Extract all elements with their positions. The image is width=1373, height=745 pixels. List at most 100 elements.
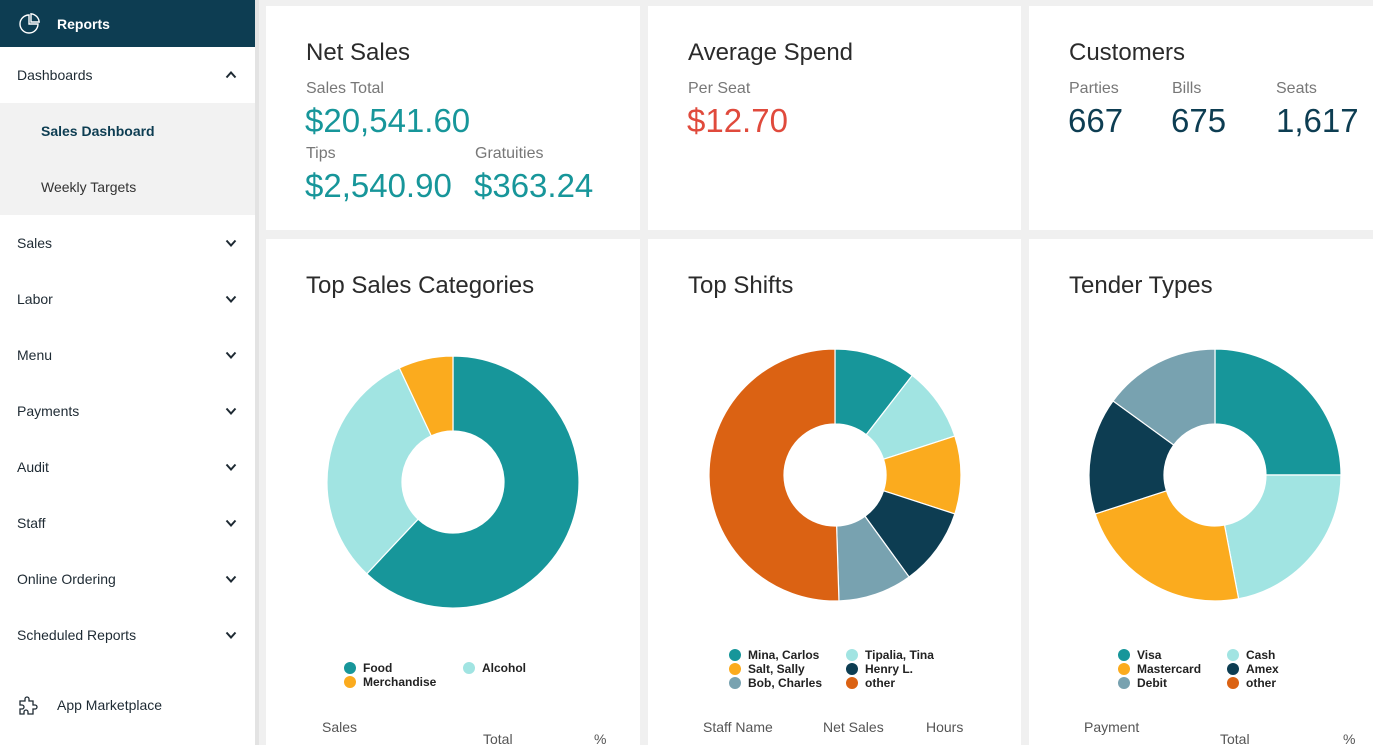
legend-dot [846, 663, 858, 675]
legend-label: Tipalia, Tina [865, 648, 934, 662]
legend-item: Tipalia, Tina [846, 648, 934, 662]
nav-item-label: Audit [17, 459, 49, 475]
column-header: Payment [1084, 719, 1140, 735]
nav-payments[interactable]: Payments [0, 383, 255, 439]
legend-label: Bob, Charles [748, 676, 823, 690]
legend-dot [344, 662, 356, 674]
per-seat-value: $12.70 [687, 102, 788, 139]
legend-item: Henry L. [846, 662, 913, 676]
legend-label: Merchandise [363, 675, 437, 689]
nav-item-label: Menu [17, 347, 53, 363]
bills-value: 675 [1171, 102, 1227, 139]
column-header: Staff Name [703, 719, 773, 735]
chevron-down-icon [225, 461, 237, 473]
nav-item-label: Online Ordering [17, 571, 116, 587]
top-shifts-donut [708, 348, 962, 602]
parties-label: Parties [1069, 80, 1119, 97]
seats-label: Seats [1276, 80, 1317, 97]
nav-item-label: Labor [17, 291, 53, 307]
slice-visa[interactable] [1214, 348, 1342, 476]
net-sales-title: Net Sales [306, 39, 411, 66]
chevron-up-icon [225, 69, 237, 81]
sales-total-value: $20,541.60 [305, 102, 471, 139]
legend-dot [846, 677, 858, 689]
reports-title: Reports [57, 15, 110, 32]
legend-item: Merchandise [344, 675, 436, 689]
legend-label: Alcohol [482, 661, 526, 675]
sales-total-label: Sales Total [306, 80, 384, 97]
chevron-down-icon [225, 573, 237, 585]
slice-other[interactable] [708, 348, 840, 602]
slice-alcohol[interactable] [326, 367, 433, 575]
legend-item: Bob, Charles [729, 676, 822, 690]
column-header: Sales [322, 719, 358, 735]
legend-label: Mastercard [1137, 662, 1202, 676]
legend-item: Visa [1118, 648, 1161, 662]
nav-dashboards[interactable]: Dashboards [0, 47, 255, 103]
chevron-down-icon [225, 293, 237, 305]
chevron-down-icon [225, 629, 237, 641]
slice-food[interactable] [365, 355, 580, 609]
legend-label: other [1246, 676, 1276, 690]
sidebar-header[interactable]: Reports [0, 0, 255, 47]
slice-cash[interactable] [1223, 474, 1342, 600]
tips-value: $2,540.90 [305, 167, 452, 204]
legend-label: Henry L. [865, 662, 914, 676]
legend-item: other [846, 676, 895, 690]
legend-dot [344, 676, 356, 688]
slice-mastercard[interactable] [1094, 490, 1240, 602]
legend-label: Cash [1246, 648, 1276, 662]
legend-label: other [865, 676, 895, 690]
parties-value: 667 [1068, 102, 1124, 139]
legend-dot [1118, 663, 1130, 675]
legend-dot [1227, 677, 1239, 689]
seats-value: 1,617 [1276, 102, 1359, 139]
slice-merchandise[interactable] [398, 355, 454, 437]
legend-dot [463, 662, 475, 674]
sidebar-divider [255, 0, 259, 745]
nav-sales[interactable]: Sales [0, 215, 255, 271]
app-marketplace-label: App Marketplace [57, 697, 163, 713]
column-header: Total [1220, 731, 1250, 745]
sidebar: Reports Dashboards Sales Dashboard Weekl… [0, 0, 255, 745]
column-header: Hours [926, 719, 964, 735]
legend-label: Mina, Carlos [748, 648, 820, 662]
net-sales-card: Net Sales Sales Total $20,541.60 Tips $2… [266, 6, 640, 230]
chevron-down-icon [225, 517, 237, 529]
legend-item: Food [344, 661, 392, 675]
slice-debit[interactable] [1112, 348, 1216, 446]
nav-menu[interactable]: Menu [0, 327, 255, 383]
nav-staff[interactable]: Staff [0, 495, 255, 551]
top-sales-categories-card: Top Sales Categories Food Alcohol Mercha… [266, 239, 640, 745]
legend-item: Mina, Carlos [729, 648, 819, 662]
legend-dot [1118, 677, 1130, 689]
bills-label: Bills [1172, 80, 1202, 97]
customers-card: Customers Parties 667 Bills 675 Seats 1,… [1029, 6, 1373, 230]
chevron-down-icon [225, 405, 237, 417]
nav-online-ordering[interactable]: Online Ordering [0, 551, 255, 607]
average-spend-card: Average Spend Per Seat $12.70 [648, 6, 1021, 230]
legend-dot [1118, 649, 1130, 661]
tender-types-card: Tender Types Visa Cash Mastercard Amex D… [1029, 239, 1373, 745]
nav-audit[interactable]: Audit [0, 439, 255, 495]
legend-item: Mastercard [1118, 662, 1201, 676]
nav-item-label: Payments [17, 403, 80, 419]
sales-categories-donut [326, 355, 580, 609]
chart-title: Top Sales Categories [306, 272, 535, 299]
gratuities-value: $363.24 [474, 167, 594, 204]
legend-dot [729, 663, 741, 675]
nav-labor[interactable]: Labor [0, 271, 255, 327]
app-marketplace-link[interactable]: App Marketplace [0, 676, 255, 734]
chevron-down-icon [225, 349, 237, 361]
legend-dot [1227, 649, 1239, 661]
subnav-sales-dashboard[interactable]: Sales Dashboard [41, 123, 155, 139]
nav-scheduled-reports[interactable]: Scheduled Reports [0, 607, 255, 663]
legend-label: Food [363, 661, 393, 675]
average-spend-title: Average Spend [688, 39, 854, 66]
subnav-weekly-targets[interactable]: Weekly Targets [41, 179, 137, 195]
legend-item: Debit [1118, 676, 1167, 690]
customers-title: Customers [1069, 39, 1186, 66]
tender-types-donut [1088, 348, 1342, 602]
column-header: % [1343, 731, 1356, 745]
legend-dot [729, 649, 741, 661]
